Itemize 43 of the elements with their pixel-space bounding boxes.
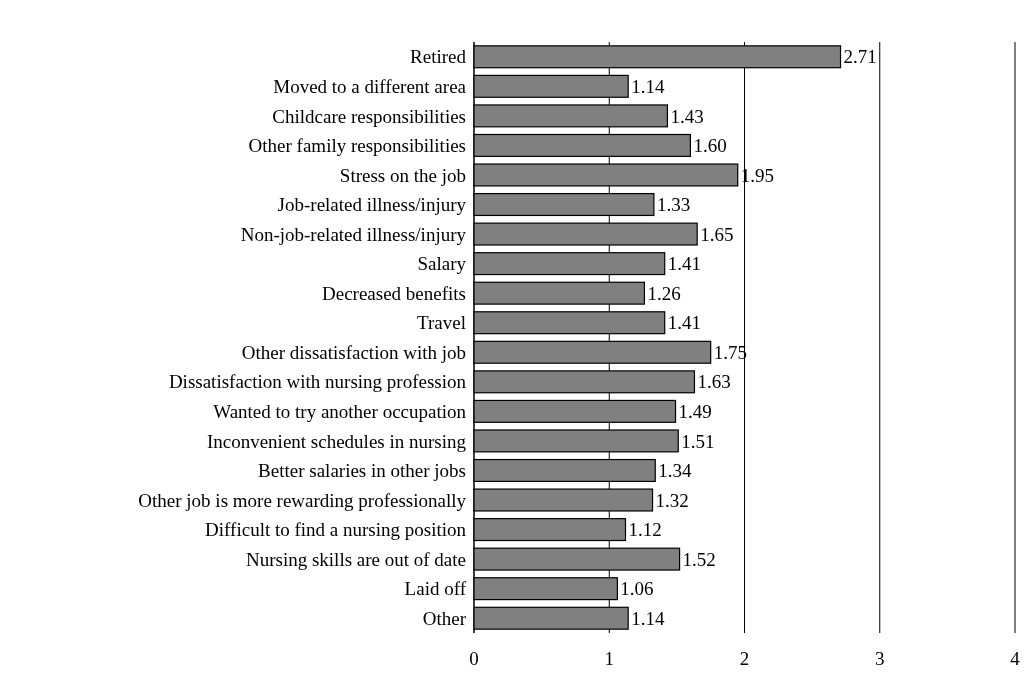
y-tick-label: Other bbox=[422, 607, 467, 629]
data-label: 1.60 bbox=[693, 135, 727, 157]
data-label: 1.41 bbox=[667, 312, 701, 334]
y-tick-label: Better salaries in other jobs bbox=[258, 460, 466, 482]
y-tick-label: Laid off bbox=[404, 578, 467, 600]
data-label: 1.33 bbox=[656, 194, 691, 216]
y-tick-label: Retired bbox=[410, 46, 467, 68]
data-label: 1.51 bbox=[681, 430, 715, 452]
y-tick-label: Nursing skills are out of date bbox=[245, 548, 466, 570]
y-tick-label: Stress on the job bbox=[339, 164, 466, 186]
x-tick-label: 2 bbox=[739, 648, 750, 669]
y-tick-label: Salary bbox=[417, 253, 467, 275]
x-tick-label: 4 bbox=[1010, 648, 1021, 669]
x-tick-label: 1 bbox=[604, 648, 614, 669]
data-label: 1.43 bbox=[670, 105, 704, 127]
data-label: 1.41 bbox=[667, 253, 701, 275]
data-label: 1.34 bbox=[658, 460, 692, 482]
data-label: 1.65 bbox=[700, 223, 734, 245]
y-tick-label: Difficult to find a nursing position bbox=[205, 519, 467, 541]
y-tick-label: Other job is more rewarding professionally bbox=[138, 489, 467, 511]
x-tick-label: 3 bbox=[875, 648, 885, 669]
data-label: 2.71 bbox=[843, 46, 877, 68]
data-label: 1.26 bbox=[647, 282, 681, 304]
data-label: 1.06 bbox=[620, 578, 654, 600]
y-tick-label: Non-job-related illness/injury bbox=[240, 223, 467, 245]
y-tick-label: Childcare responsibilities bbox=[272, 105, 466, 127]
y-tick-label: Inconvenient schedules in nursing bbox=[206, 430, 467, 452]
y-tick-label: Job-related illness/injury bbox=[277, 194, 467, 216]
x-tick-label: 0 bbox=[469, 648, 479, 669]
data-label: 1.32 bbox=[655, 489, 689, 511]
data-label: 1.14 bbox=[631, 607, 665, 629]
y-tick-label: Decreased benefits bbox=[321, 282, 466, 304]
data-label: 1.63 bbox=[697, 371, 731, 393]
y-tick-label: Moved to a different area bbox=[273, 75, 467, 97]
y-tick-label: Wanted to try another occupation bbox=[213, 401, 467, 423]
y-tick-label: Travel bbox=[417, 312, 466, 334]
y-tick-label: Dissatisfaction with nursing profession bbox=[168, 371, 467, 393]
data-label: 1.12 bbox=[628, 519, 662, 541]
data-label: 1.52 bbox=[682, 548, 716, 570]
y-tick-label: Other family responsibilities bbox=[248, 135, 466, 157]
data-label: 1.14 bbox=[631, 75, 665, 97]
y-tick-label: Other dissatisfaction with job bbox=[241, 341, 466, 363]
data-label: 1.49 bbox=[678, 401, 712, 423]
